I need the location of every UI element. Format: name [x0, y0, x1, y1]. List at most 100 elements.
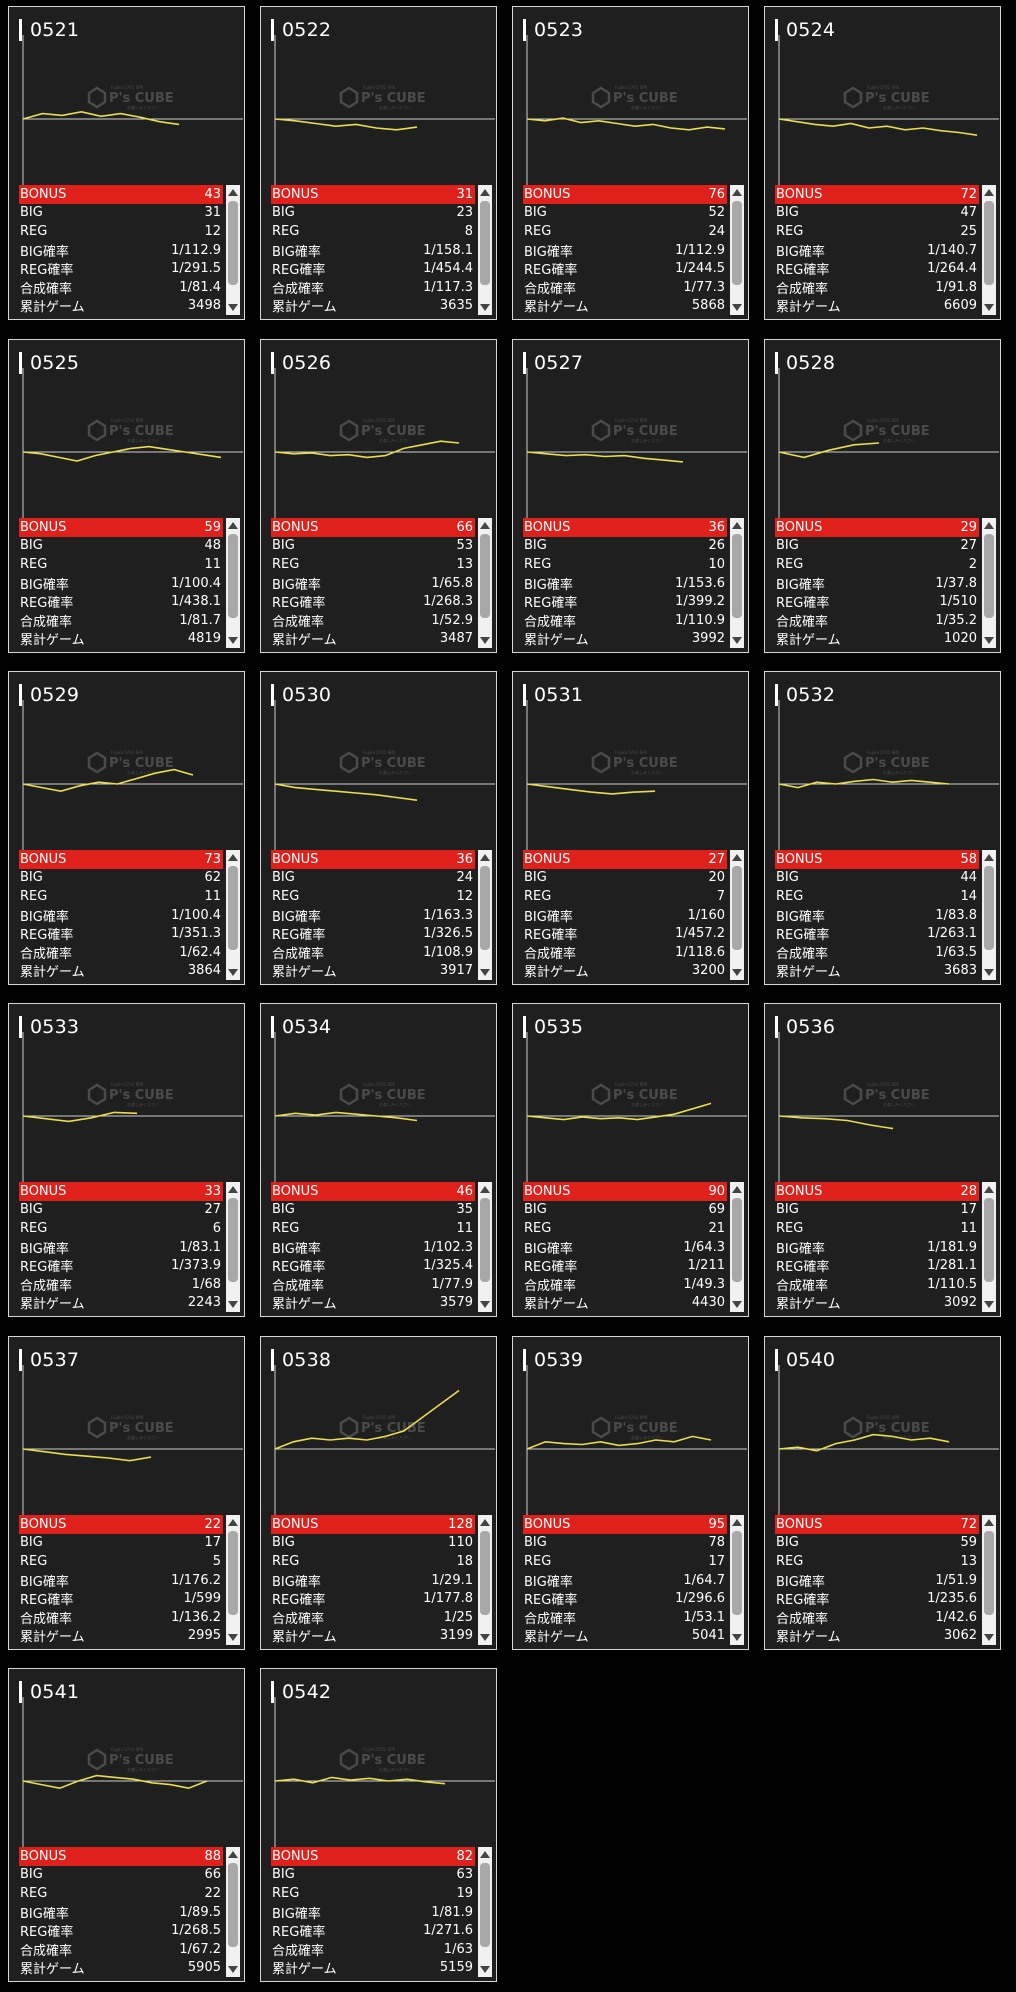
- scroll-down-arrow-icon[interactable]: [732, 304, 742, 311]
- scroll-down-arrow-icon[interactable]: [984, 304, 994, 311]
- stats-scrollbar[interactable]: [982, 518, 996, 648]
- scroll-up-arrow-icon[interactable]: [228, 522, 238, 529]
- scroll-down-arrow-icon[interactable]: [984, 1301, 994, 1308]
- scroll-up-arrow-icon[interactable]: [732, 1519, 742, 1526]
- scroll-down-arrow-icon[interactable]: [480, 637, 490, 644]
- stats-scrollbar[interactable]: [226, 1847, 240, 1977]
- stats-scrollbar[interactable]: [478, 185, 492, 315]
- machine-card[interactable]: 0533 Fujimi 5701 6PR P's CUBE お楽しみください BONUS…: [8, 1003, 245, 1317]
- scroll-thumb[interactable]: [984, 201, 994, 285]
- scroll-thumb[interactable]: [480, 201, 490, 285]
- scroll-down-arrow-icon[interactable]: [480, 1301, 490, 1308]
- scroll-thumb[interactable]: [732, 866, 742, 950]
- scroll-up-arrow-icon[interactable]: [228, 1851, 238, 1858]
- stats-scrollbar[interactable]: [730, 1515, 744, 1645]
- scroll-thumb[interactable]: [228, 866, 238, 950]
- machine-card[interactable]: 0529 Fujimi 5701 6PR P's CUBE お楽しみください BONUS…: [8, 671, 245, 985]
- scroll-down-arrow-icon[interactable]: [984, 969, 994, 976]
- stats-scrollbar[interactable]: [982, 1182, 996, 1312]
- stats-scrollbar[interactable]: [478, 1515, 492, 1645]
- scroll-thumb[interactable]: [732, 534, 742, 618]
- scroll-thumb[interactable]: [228, 1531, 238, 1615]
- scroll-up-arrow-icon[interactable]: [228, 189, 238, 196]
- scroll-thumb[interactable]: [228, 1863, 238, 1947]
- scroll-down-arrow-icon[interactable]: [480, 304, 490, 311]
- machine-card[interactable]: 0526 Fujimi 5701 6PR P's CUBE お楽しみください BONUS…: [260, 339, 497, 653]
- scroll-up-arrow-icon[interactable]: [732, 189, 742, 196]
- scroll-up-arrow-icon[interactable]: [480, 1519, 490, 1526]
- scroll-thumb[interactable]: [480, 534, 490, 618]
- machine-card[interactable]: 0524 Fujimi 5701 6PR P's CUBE お楽しみください BONUS…: [764, 6, 1001, 320]
- scroll-thumb[interactable]: [228, 1198, 238, 1282]
- scroll-up-arrow-icon[interactable]: [732, 1186, 742, 1193]
- scroll-down-arrow-icon[interactable]: [228, 1634, 238, 1641]
- scroll-thumb[interactable]: [480, 866, 490, 950]
- scroll-thumb[interactable]: [984, 534, 994, 618]
- scroll-up-arrow-icon[interactable]: [984, 1186, 994, 1193]
- machine-card[interactable]: 0539 Fujimi 5701 6PR P's CUBE お楽しみください BONUS…: [512, 1336, 749, 1650]
- scroll-up-arrow-icon[interactable]: [228, 1186, 238, 1193]
- stats-scrollbar[interactable]: [730, 1182, 744, 1312]
- scroll-down-arrow-icon[interactable]: [732, 969, 742, 976]
- scroll-down-arrow-icon[interactable]: [984, 637, 994, 644]
- stats-scrollbar[interactable]: [226, 850, 240, 980]
- scroll-thumb[interactable]: [480, 1531, 490, 1615]
- scroll-up-arrow-icon[interactable]: [228, 1519, 238, 1526]
- scroll-thumb[interactable]: [984, 1198, 994, 1282]
- stats-scrollbar[interactable]: [478, 518, 492, 648]
- scroll-up-arrow-icon[interactable]: [984, 1519, 994, 1526]
- stats-scrollbar[interactable]: [730, 518, 744, 648]
- scroll-up-arrow-icon[interactable]: [480, 1851, 490, 1858]
- machine-card[interactable]: 0530 Fujimi 5701 6PR P's CUBE お楽しみください BONUS…: [260, 671, 497, 985]
- scroll-thumb[interactable]: [732, 201, 742, 285]
- machine-card[interactable]: 0535 Fujimi 5701 6PR P's CUBE お楽しみください BONUS…: [512, 1003, 749, 1317]
- scroll-up-arrow-icon[interactable]: [480, 522, 490, 529]
- scroll-thumb[interactable]: [228, 534, 238, 618]
- stats-scrollbar[interactable]: [982, 185, 996, 315]
- scroll-down-arrow-icon[interactable]: [732, 1634, 742, 1641]
- machine-card[interactable]: 0532 Fujimi 5701 6PR P's CUBE お楽しみください BONUS…: [764, 671, 1001, 985]
- machine-card[interactable]: 0527 Fujimi 5701 6PR P's CUBE お楽しみください BONUS…: [512, 339, 749, 653]
- machine-card[interactable]: 0521 Fujimi 5701 6PR P's CUBE お楽しみください BONUS…: [8, 6, 245, 320]
- scroll-up-arrow-icon[interactable]: [480, 189, 490, 196]
- stats-scrollbar[interactable]: [226, 1182, 240, 1312]
- stats-scrollbar[interactable]: [730, 185, 744, 315]
- stats-scrollbar[interactable]: [982, 1515, 996, 1645]
- scroll-up-arrow-icon[interactable]: [984, 854, 994, 861]
- stats-scrollbar[interactable]: [226, 185, 240, 315]
- scroll-thumb[interactable]: [732, 1198, 742, 1282]
- scroll-down-arrow-icon[interactable]: [732, 637, 742, 644]
- stats-scrollbar[interactable]: [478, 1847, 492, 1977]
- machine-card[interactable]: 0537 Fujimi 5701 6PR P's CUBE お楽しみください BONUS…: [8, 1336, 245, 1650]
- machine-card[interactable]: 0540 Fujimi 5701 6PR P's CUBE お楽しみください BONUS…: [764, 1336, 1001, 1650]
- scroll-up-arrow-icon[interactable]: [984, 522, 994, 529]
- scroll-up-arrow-icon[interactable]: [228, 854, 238, 861]
- machine-card[interactable]: 0525 Fujimi 5701 6PR P's CUBE お楽しみください BONUS…: [8, 339, 245, 653]
- stats-scrollbar[interactable]: [730, 850, 744, 980]
- stats-scrollbar[interactable]: [226, 1515, 240, 1645]
- scroll-down-arrow-icon[interactable]: [228, 304, 238, 311]
- scroll-up-arrow-icon[interactable]: [732, 522, 742, 529]
- scroll-down-arrow-icon[interactable]: [732, 1301, 742, 1308]
- scroll-down-arrow-icon[interactable]: [480, 969, 490, 976]
- scroll-down-arrow-icon[interactable]: [984, 1634, 994, 1641]
- scroll-down-arrow-icon[interactable]: [480, 1634, 490, 1641]
- scroll-down-arrow-icon[interactable]: [228, 1966, 238, 1973]
- machine-card[interactable]: 0531 Fujimi 5701 6PR P's CUBE お楽しみください BONUS…: [512, 671, 749, 985]
- scroll-up-arrow-icon[interactable]: [732, 854, 742, 861]
- machine-card[interactable]: 0528 Fujimi 5701 6PR P's CUBE お楽しみください BONUS…: [764, 339, 1001, 653]
- scroll-thumb[interactable]: [480, 1198, 490, 1282]
- scroll-down-arrow-icon[interactable]: [228, 637, 238, 644]
- scroll-thumb[interactable]: [984, 1531, 994, 1615]
- scroll-thumb[interactable]: [732, 1531, 742, 1615]
- machine-card[interactable]: 0522 Fujimi 5701 6PR P's CUBE お楽しみください BONUS…: [260, 6, 497, 320]
- scroll-thumb[interactable]: [480, 1863, 490, 1947]
- scroll-down-arrow-icon[interactable]: [228, 1301, 238, 1308]
- scroll-thumb[interactable]: [228, 201, 238, 285]
- machine-card[interactable]: 0523 Fujimi 5701 6PR P's CUBE お楽しみください BONUS…: [512, 6, 749, 320]
- stats-scrollbar[interactable]: [478, 850, 492, 980]
- scroll-up-arrow-icon[interactable]: [984, 189, 994, 196]
- scroll-up-arrow-icon[interactable]: [480, 1186, 490, 1193]
- machine-card[interactable]: 0538 Fujimi 5701 6PR P's CUBE お楽しみください BONUS…: [260, 1336, 497, 1650]
- stats-scrollbar[interactable]: [226, 518, 240, 648]
